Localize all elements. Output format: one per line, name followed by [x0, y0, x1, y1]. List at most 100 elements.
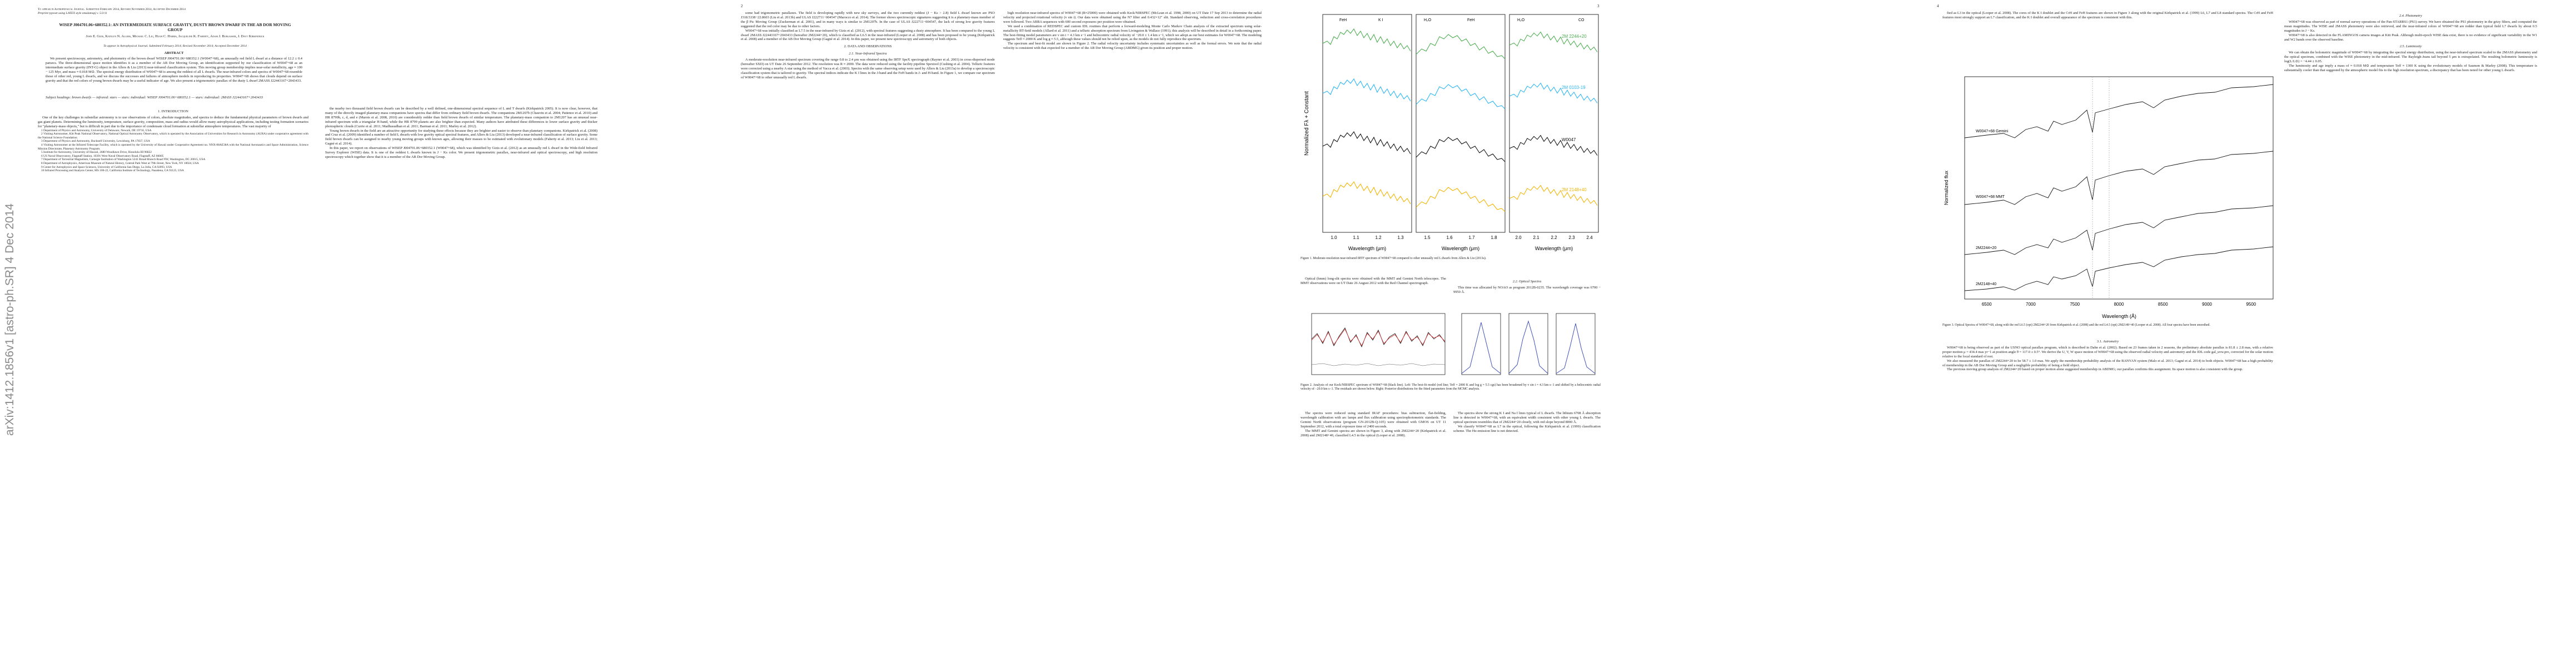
figure-caption: Figure 3. Optical Spectra of W0047+68, a… — [1942, 323, 2210, 327]
column: high resolution near-infrared spectra of… — [1003, 11, 1262, 51]
tick-label: 1.3 — [1397, 235, 1404, 240]
journal-note: To appear in Astrophysical Journal. Subm… — [103, 44, 247, 48]
footnote: 3 Department of Physics and Astronomy, B… — [41, 140, 150, 143]
subheading: 2.1. Near-Infrared Spectra — [849, 52, 887, 56]
text: fied as L3 in the optical (Looper et al.… — [1942, 11, 2273, 19]
column: fied as L3 in the optical (Looper et al.… — [1942, 11, 2273, 20]
text: We classify W0047+68 as L7 in the optica… — [1453, 424, 1601, 433]
text: One of the key challenges in substellar … — [38, 115, 308, 128]
figure-1: Normalized Fλ + Constant Wavelength (μm)… — [1304, 14, 1599, 251]
text: The previous moving group analysis of 2M… — [1947, 367, 2243, 372]
tick-label: 1.5 — [1424, 235, 1431, 240]
subheading: 2.4. Photometry — [2399, 14, 2422, 18]
feature-label: FeH — [1339, 18, 1347, 22]
figure-2 — [1311, 313, 1596, 375]
spectrum-label: W0047+68 Gemini — [1976, 130, 2009, 133]
x-axis-label: Wavelength (μm) — [1348, 246, 1386, 251]
column: some had trigonometric parallaxes. The f… — [741, 11, 995, 80]
feature-label: H₂O — [1424, 18, 1432, 22]
tick-label: 1.6 — [1446, 235, 1453, 240]
text: W0047+68 is being observed as part of th… — [1942, 345, 2273, 359]
tick-label: 1.2 — [1375, 235, 1382, 240]
subheading: 2.5. Luminosity — [2399, 44, 2422, 49]
legend-label: 2M 2244+20 — [1562, 34, 1587, 39]
footnote: 2 Visiting Astronomer, Kitt Peak Nationa… — [38, 132, 308, 140]
column: 1. INTRODUCTION One of the key challenges… — [38, 107, 308, 173]
running-head: To appear in Astrophysical Journal. Subm… — [38, 8, 186, 11]
spectrum-label: W0047+68 MMT — [1976, 195, 2005, 199]
panel-frame — [1509, 14, 1599, 233]
tick-label: 2.3 — [1568, 235, 1575, 240]
column: Optical (hmm) long-slit spectra were obt… — [1301, 277, 1446, 286]
column: 3.1. Astrometry W0047+68 is being observe… — [1942, 337, 2273, 372]
tick-label: 6500 — [1982, 302, 1992, 307]
panel-frame — [1416, 14, 1506, 233]
figure-caption: Figure 1. Moderate-resolution near-infra… — [1301, 257, 1487, 260]
spectrum-label: 2M2148+40 — [1976, 282, 1996, 286]
text: W0047+68 is also detected in the FLAMING… — [2284, 33, 2537, 42]
subheading: 2.2. Optical Spectra — [1512, 280, 1542, 283]
x-axis-label: Wavelength (Å) — [2102, 313, 2136, 319]
column: 2.4. Photometry W0047+68 was observed as … — [2284, 11, 2537, 73]
keywords: Subject headings: brown dwarfs — infrare… — [46, 96, 263, 99]
heading: 1. INTRODUCTION — [158, 109, 188, 113]
text: We used a combination of REDSPEC and cus… — [1003, 24, 1262, 42]
text: W0047+68 was observed as part of normal … — [2284, 19, 2537, 33]
tick-label: 1.0 — [1331, 235, 1337, 240]
tick-label: 1.1 — [1353, 235, 1359, 240]
feature-label: CO — [1578, 18, 1585, 22]
text: We can obtain the bolometric magnitude o… — [2284, 51, 2537, 64]
legend-label: 2M 0103-19 — [1562, 85, 1586, 90]
column: the nearby two thousand field brown dwar… — [325, 107, 597, 160]
tick-label: 7500 — [2070, 302, 2080, 307]
column: The spectra were reduced using standard … — [1301, 411, 1446, 437]
footnote: 10 Infrared Processing and Analysis Cent… — [41, 169, 184, 173]
text: some had trigonometric parallaxes. The f… — [741, 11, 995, 28]
legend-label: 2M 2148+40 — [1562, 187, 1587, 192]
footnote: 9 Center for Astrophysics and Space Scie… — [41, 165, 172, 169]
y-axis-label: Normalized Fλ + Constant — [1304, 91, 1310, 156]
figure-caption: Figure 2. Analysis of our Keck/NIRSPEC s… — [1301, 384, 1601, 391]
x-axis-label: Wavelength (μm) — [1535, 246, 1573, 251]
tick-label: 9500 — [2246, 302, 2256, 307]
column: 2.2. Optical Spectra This time was alloca… — [1453, 277, 1601, 295]
footnote: 1 Department of Physics and Astronomy, U… — [41, 128, 152, 132]
tick-label: 2.0 — [1515, 235, 1522, 240]
abstract-heading: ABSTRACT — [164, 51, 184, 55]
abstract: We present spectroscopy, astrometry, and… — [46, 57, 302, 83]
footnote: 7 Department of Terrestrial Magnetism, C… — [41, 158, 206, 162]
text: high resolution near-infrared spectra of… — [1003, 11, 1262, 24]
figure-3: Normalized flux Wavelength (Å) 6500 7000 7… — [1944, 76, 2274, 319]
tick-label: 9000 — [2202, 302, 2212, 307]
x-axis-label: Wavelength (μm) — [1442, 246, 1479, 251]
tick-labels: 6500 7000 7500 8000 8500 9000 9500 — [1982, 302, 2256, 307]
tick-label: 1.8 — [1491, 235, 1497, 240]
text: This time was allocated by NOAO as progr… — [1453, 285, 1601, 294]
feature-label: FeH — [1467, 18, 1474, 22]
text: W0047+68 was initially classified as L7.… — [741, 28, 995, 42]
footnote: 5 Institute for Astronomy, University of… — [41, 151, 152, 155]
text: We also measured the parallax of 2M2244+… — [1942, 359, 2273, 367]
text: the nearby two thousand field brown dwar… — [325, 107, 597, 128]
tick-label: 2.2 — [1551, 235, 1557, 240]
paper-title: WISEP J004701.06+680352.1: AN INTERMEDIA… — [59, 22, 291, 32]
feature-label: H₂O — [1517, 18, 1525, 22]
panel-frame — [1322, 14, 1412, 233]
y-axis-label: Normalized flux — [1944, 170, 1949, 205]
page-number: 2 — [741, 4, 743, 8]
page-number: 4 — [1937, 4, 1939, 8]
authors: John E. Gizis, Katelyn N. Allers, Michae… — [86, 34, 265, 38]
text: Young brown dwarfs in the field are an a… — [325, 128, 597, 146]
subheading: 3.1. Astrometry — [2096, 340, 2119, 344]
text: The spectra were reduced using standard … — [1301, 411, 1446, 429]
footnote: 6 US Naval Observatory, Flagstaff Statio… — [41, 154, 164, 158]
page-number: 3 — [1597, 4, 1600, 8]
footnote: 8 Department of Astrophysics, American M… — [41, 161, 199, 165]
preprint-note: Preprint typeset using LATEX style emula… — [38, 12, 107, 15]
tick-label: 2.4 — [1586, 235, 1593, 240]
tick-labels: 1.0 1.1 1.2 1.3 1.5 1.6 1.7 1.8 2.0 2.1 2.2 2.3 2.4 — [1331, 235, 1593, 240]
text: The spectra show the strong K I and Na I… — [1453, 411, 1601, 424]
heading: 2. DATA AND OBSERVATIONS — [844, 44, 892, 49]
tick-label: 8500 — [2158, 302, 2168, 307]
